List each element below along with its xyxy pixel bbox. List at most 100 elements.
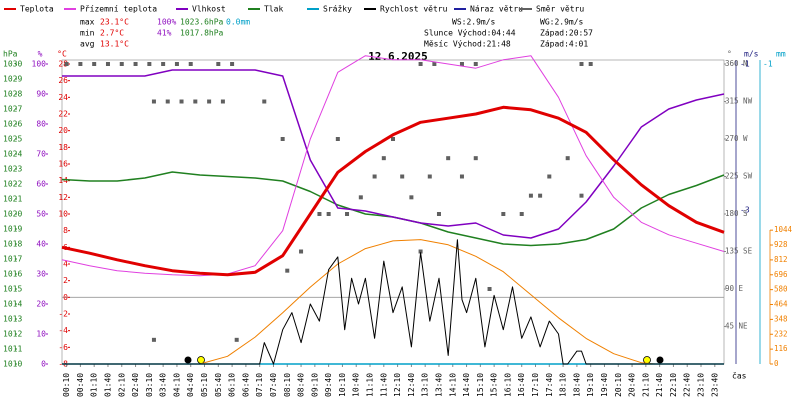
- x-tick-label: 09:10: [310, 373, 319, 397]
- sunrise: [197, 356, 205, 364]
- y-tick-label: 1023: [3, 165, 22, 174]
- chart-title: 12.6.2025: [368, 50, 428, 63]
- y2-tick-label: 225 SW: [725, 172, 753, 181]
- direction-point: [151, 99, 156, 104]
- rad-tick-label: 232: [774, 329, 788, 338]
- direction-point: [501, 212, 506, 216]
- direction-point: [161, 62, 166, 66]
- legend-label: Tlak: [264, 5, 283, 14]
- y-tick-label: 60: [36, 180, 46, 189]
- rad-tick-label: 464: [774, 300, 788, 309]
- rad-tick-label: 928: [774, 240, 788, 249]
- direction-point: [487, 287, 492, 291]
- direction-point: [262, 99, 267, 104]
- axis-unit: m/s: [744, 50, 759, 59]
- y-tick-label: 1017: [3, 255, 22, 264]
- axis-unit: %: [38, 50, 43, 59]
- y-tick-label: 80: [36, 120, 46, 129]
- y-tick-label: 90: [36, 90, 46, 99]
- x-tick-label: 23:40: [710, 373, 719, 397]
- direction-point: [119, 62, 124, 66]
- x-tick-label: 15:40: [490, 373, 499, 397]
- direction-point: [473, 156, 478, 161]
- direction-point: [234, 337, 239, 342]
- x-tick-label: 21:40: [655, 373, 664, 397]
- x-tick-label: 08:40: [297, 373, 306, 397]
- direction-point: [147, 62, 152, 66]
- stat-hum: 41%: [157, 29, 172, 38]
- x-tick-label: 01:10: [90, 373, 99, 397]
- x-tick-label: 05:10: [200, 373, 209, 397]
- y-tick-label: 1025: [3, 135, 22, 144]
- x-tick-label: 15:10: [476, 373, 485, 397]
- stat-temp: 2.7°C: [100, 29, 124, 38]
- x-tick-label: 13:40: [434, 373, 443, 397]
- y-tick-label: 40: [36, 240, 46, 249]
- x-tick-label: 02:40: [131, 373, 140, 397]
- legend-label: Vlhkost: [192, 5, 226, 14]
- y-tick-label: 1013: [3, 315, 22, 324]
- x-tick-label: 05:40: [214, 373, 223, 397]
- y2-tick-label: 360 N: [725, 59, 748, 68]
- y-tick-label: 0: [63, 293, 68, 302]
- axis-unit: mm: [776, 50, 786, 59]
- y-tick-label: 0: [41, 360, 46, 369]
- direction-point: [400, 174, 405, 179]
- sun-moon-markers: [184, 356, 664, 364]
- x-tick-label: 22:10: [669, 373, 678, 397]
- rad-tick-label: 0: [774, 359, 779, 368]
- y-tick-label: 100: [32, 60, 47, 69]
- info-text: Měsíc Východ:21:48: [424, 40, 511, 49]
- y-tick-label: 1012: [3, 330, 22, 339]
- stat-label: min: [80, 29, 95, 38]
- y-tick-label: -4: [58, 326, 68, 335]
- y-tick-label: 1030: [3, 60, 22, 69]
- direction-point: [459, 62, 464, 66]
- x-tick-label: 13:10: [421, 373, 430, 397]
- x-tick-label: 04:10: [172, 373, 181, 397]
- direction-point: [179, 99, 184, 104]
- stat-hum: 100%: [157, 18, 176, 27]
- rad-tick-label: 1044: [774, 225, 793, 234]
- x-tick-label: 20:10: [614, 373, 623, 397]
- direction-point: [579, 193, 584, 198]
- direction-point: [216, 62, 221, 66]
- x-tick-label: 00:40: [76, 373, 85, 397]
- direction-point: [418, 62, 423, 66]
- y-tick-label: 20: [58, 126, 68, 135]
- info-text: Západ:20:57: [540, 29, 593, 38]
- y-tick-label: 28: [58, 60, 68, 69]
- x-tick-label: 09:40: [324, 373, 333, 397]
- legend-label: Náraz větru: [470, 5, 523, 14]
- y-tick-label: 1021: [3, 195, 22, 204]
- x-axis-label: čas: [732, 371, 747, 381]
- x-tick-label: 11:10: [366, 373, 375, 397]
- stat-label: avg: [80, 40, 95, 49]
- direction-point: [317, 212, 322, 216]
- x-tick-label: 07:10: [255, 373, 264, 397]
- stat-press: 1017.8hPa: [180, 29, 224, 38]
- y2-tick-label: 135 SE: [725, 247, 753, 256]
- y-tick-label: 1014: [3, 300, 22, 309]
- x-tick-label: 19:10: [586, 373, 595, 397]
- x-tick-label: 08:10: [283, 373, 292, 397]
- y2-tick-label: 45 NE: [725, 322, 748, 331]
- y-tick-label: 20: [36, 300, 46, 309]
- y-tick-label: 1019: [3, 225, 22, 234]
- y-tick-label: 2: [63, 276, 68, 285]
- legend-label: Srážky: [323, 5, 352, 14]
- x-tick-label: 16:10: [503, 373, 512, 397]
- y-tick-label: 1020: [3, 210, 22, 219]
- x-tick-label: 17:40: [545, 373, 554, 397]
- direction-point: [220, 99, 225, 104]
- y-tick-label: 18: [58, 143, 68, 152]
- stat-label: max: [80, 18, 95, 27]
- x-tick-label: 12:10: [393, 373, 402, 397]
- rad-tick-label: 696: [774, 270, 788, 279]
- x-tick-label: 03:10: [145, 373, 154, 397]
- sunset: [643, 356, 651, 364]
- direction-point: [588, 62, 593, 66]
- x-tick-label: 18:40: [572, 373, 581, 397]
- x-tick-label: 00:10: [62, 373, 71, 397]
